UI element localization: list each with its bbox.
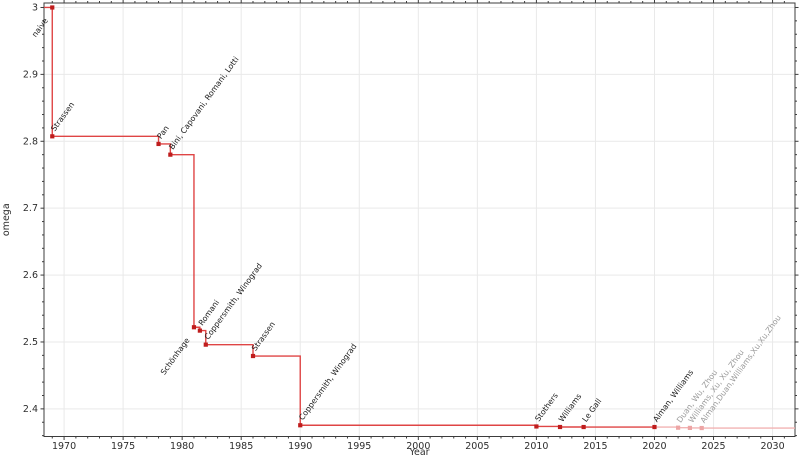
data-point — [581, 424, 586, 430]
data-point — [197, 328, 202, 333]
data-point — [168, 152, 173, 157]
y-tick-label: 2.4 — [23, 404, 38, 415]
data-point-label: naive — [30, 16, 50, 39]
data-point — [557, 424, 563, 430]
x-tick-label: 1995 — [347, 441, 371, 452]
x-tick-label: 2005 — [465, 441, 489, 452]
x-axis-label: Year — [408, 447, 429, 458]
x-tick-label: 1975 — [111, 441, 135, 452]
x-tick-label: 2000 — [406, 441, 430, 452]
data-point — [699, 425, 704, 431]
grid-lines — [44, 3, 795, 437]
data-point — [534, 424, 539, 429]
y-tick-label: 2.8 — [23, 136, 38, 147]
x-tick-label: 1985 — [229, 441, 253, 452]
data-point — [652, 424, 657, 430]
x-tick-label: 2030 — [760, 441, 784, 452]
data-point — [675, 425, 681, 430]
axis-tick-labels: 1970 1975 1980 1985 1990 1995 2000 2005 2010 2015… — [23, 2, 785, 452]
data-point-label: Pan — [155, 124, 171, 141]
omega-line-established — [44, 6, 656, 428]
data-point-label: Le Gall — [580, 397, 603, 424]
x-tick-label: 1980 — [170, 441, 194, 452]
data-point-label: Williams — [557, 392, 583, 424]
data-point-label: Strassen — [49, 100, 76, 133]
data-point-label: Coppersmith, Winograd — [297, 342, 359, 422]
data-point — [50, 134, 55, 139]
data-point — [250, 353, 256, 359]
y-tick-label: 3 — [32, 2, 38, 13]
y-axis-label: omega — [1, 203, 12, 236]
data-point-label: Williams, Xu, Xu, Zhou — [687, 348, 746, 425]
y-tick-label: 2.9 — [23, 69, 38, 80]
data-points — [50, 5, 704, 431]
data-point-label: Strassen — [250, 320, 277, 353]
axis-ticks — [40, 0, 799, 440]
x-tick-label: 1970 — [52, 441, 76, 452]
data-point — [156, 141, 161, 147]
y-tick-label: 2.5 — [23, 337, 38, 348]
data-point — [203, 342, 208, 347]
axes-spines — [43, 2, 796, 437]
data-point-label: Bini, Capovani, Romani, Lotti — [167, 55, 240, 151]
x-tick-label: 2015 — [583, 441, 607, 452]
plot-border — [43, 2, 796, 437]
data-point — [191, 325, 197, 330]
data-point — [687, 425, 693, 431]
omega-line-provisional — [654, 426, 795, 429]
x-tick-label: 1990 — [288, 441, 312, 452]
omega-step-line — [44, 6, 795, 429]
y-tick-label: 2.6 — [23, 270, 38, 281]
data-point — [298, 423, 303, 428]
x-tick-label: 2020 — [642, 441, 666, 452]
y-tick-label: 2.7 — [23, 203, 38, 214]
data-point — [50, 5, 55, 10]
x-tick-label: 2025 — [701, 441, 725, 452]
x-tick-label: 2010 — [524, 441, 548, 452]
